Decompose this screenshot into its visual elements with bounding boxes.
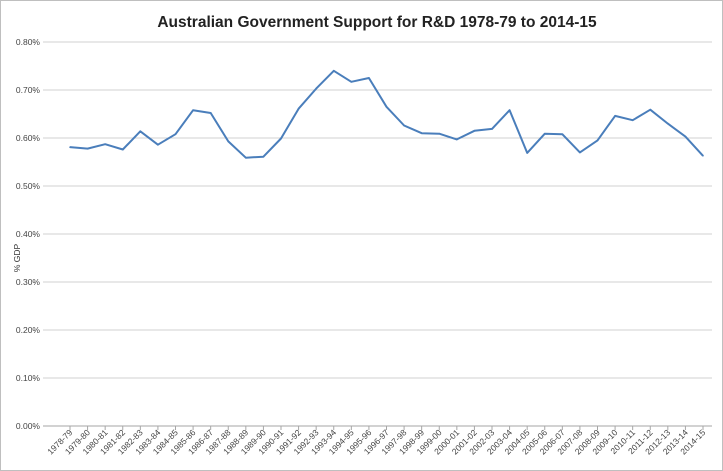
data-point bbox=[69, 146, 71, 148]
data-point bbox=[280, 137, 282, 140]
data-point bbox=[86, 147, 89, 150]
y-tick-label: 0.00% bbox=[16, 421, 41, 431]
data-point bbox=[209, 112, 212, 114]
y-tick-label: 0.30% bbox=[16, 277, 41, 287]
data-point bbox=[297, 107, 300, 110]
data-point bbox=[667, 122, 669, 125]
y-tick-label: 0.80% bbox=[16, 37, 41, 47]
data-point bbox=[157, 143, 159, 146]
data-point bbox=[420, 132, 423, 134]
y-tick-label: 0.50% bbox=[16, 181, 41, 191]
data-point bbox=[385, 106, 388, 108]
data-point bbox=[491, 128, 493, 130]
data-point bbox=[579, 151, 581, 154]
data-point bbox=[262, 155, 265, 158]
y-tick-label: 0.10% bbox=[16, 373, 41, 383]
data-point bbox=[649, 108, 652, 111]
data-point bbox=[561, 133, 564, 135]
chart-title: Australian Government Support for R&D 19… bbox=[157, 14, 597, 31]
data-point bbox=[403, 124, 405, 127]
data-point bbox=[368, 77, 370, 79]
data-point bbox=[543, 132, 546, 135]
y-tick-label: 0.60% bbox=[16, 133, 41, 143]
data-point bbox=[104, 143, 106, 146]
data-point bbox=[456, 138, 458, 141]
data-point bbox=[245, 156, 247, 159]
data-point bbox=[526, 152, 528, 154]
data-point bbox=[702, 154, 704, 157]
data-point bbox=[121, 148, 124, 151]
series-line bbox=[69, 69, 704, 159]
data-point bbox=[438, 132, 441, 135]
data-point bbox=[192, 109, 194, 111]
data-point bbox=[684, 135, 687, 138]
data-point bbox=[614, 115, 616, 117]
data-point bbox=[332, 70, 335, 72]
data-point bbox=[473, 130, 476, 132]
data-point bbox=[227, 140, 230, 143]
data-point bbox=[139, 130, 142, 133]
data-point bbox=[174, 133, 177, 135]
data-point bbox=[631, 119, 634, 122]
data-point bbox=[315, 87, 317, 90]
y-tick-label: 0.20% bbox=[16, 325, 41, 335]
y-tick-label: 0.40% bbox=[16, 229, 41, 239]
y-tick-label: 0.70% bbox=[16, 85, 41, 95]
data-point bbox=[596, 139, 599, 142]
data-point bbox=[350, 81, 353, 83]
data-point bbox=[508, 109, 511, 111]
y-axis-title: % GDP bbox=[12, 244, 22, 273]
